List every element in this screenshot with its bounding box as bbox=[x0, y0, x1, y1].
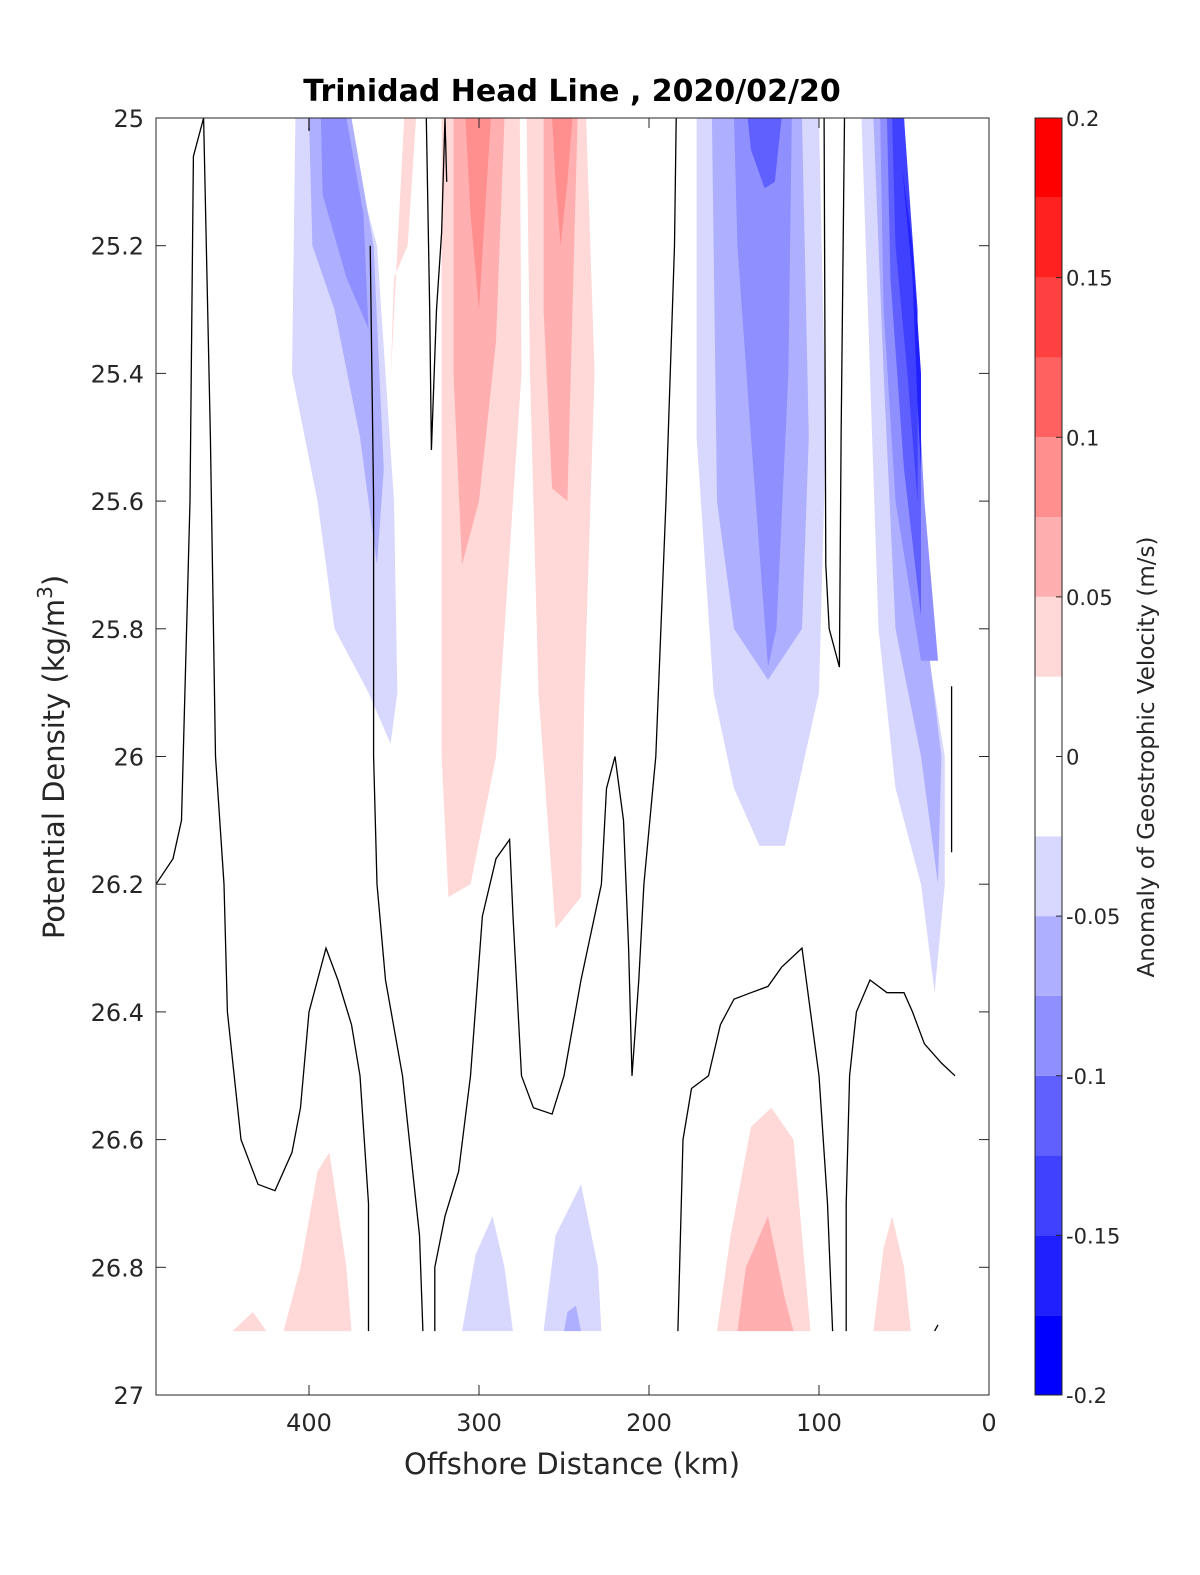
zero-contour-4 bbox=[677, 946, 834, 1332]
colorbar-tick-label: 0.2 bbox=[1066, 107, 1099, 131]
colorbar-band-11 bbox=[1035, 357, 1062, 438]
y-tick-label: 27 bbox=[113, 1382, 144, 1410]
x-axis-label: Offshore Distance (km) bbox=[404, 1447, 740, 1481]
colorbar-band-0 bbox=[1035, 1315, 1062, 1395]
filled-region-25 bbox=[717, 1107, 811, 1332]
x-tick-label: 400 bbox=[286, 1409, 332, 1437]
filled-region-7 bbox=[526, 118, 595, 929]
filled-region-23 bbox=[543, 1184, 602, 1332]
filled-region-2 bbox=[320, 118, 369, 329]
y-tick-label: 26.6 bbox=[91, 1127, 144, 1155]
x-tick-label: 200 bbox=[626, 1409, 672, 1437]
colorbar-tick-label: -0.15 bbox=[1066, 1224, 1120, 1248]
colorbar-band-1 bbox=[1035, 1235, 1062, 1316]
zero-contour-lines bbox=[155, 117, 956, 1332]
colorbar-tick-label: -0.2 bbox=[1066, 1384, 1107, 1408]
filled-region-27 bbox=[873, 1216, 911, 1332]
y-tick-label: 26.4 bbox=[91, 999, 144, 1027]
y-tick-label: 25 bbox=[113, 105, 144, 133]
plot-area bbox=[155, 117, 990, 1396]
y-tick-label: 25.4 bbox=[91, 360, 144, 388]
y-tick-label: 25.2 bbox=[91, 233, 144, 261]
colorbar-band-9 bbox=[1035, 517, 1062, 597]
y-axis-label-main: Potential Density (kg/m bbox=[37, 599, 71, 939]
filled-region-24 bbox=[564, 1305, 581, 1332]
filled-region-18 bbox=[892, 118, 918, 502]
colorbar-bands bbox=[1035, 118, 1062, 1395]
filled-region-21 bbox=[232, 1312, 267, 1332]
y-tick-label: 25.6 bbox=[91, 488, 144, 516]
y-axis-label-close: ) bbox=[37, 575, 71, 586]
y-axis-ticks: 25 25.2 25.4 25.6 25.8 26 26.2 26.4 26.6 26.8 27 bbox=[91, 105, 989, 1410]
filled-region-6 bbox=[465, 118, 491, 310]
y-tick-label: 26 bbox=[113, 744, 144, 772]
colorbar-tick-label: -0.05 bbox=[1066, 905, 1120, 929]
filled-region-5 bbox=[453, 118, 505, 565]
colorbar-tick-label: 0 bbox=[1066, 746, 1079, 770]
colorbar: 0.2 0.15 0.1 0.05 0 -0.05 -0.1 -0.15 -0.2 bbox=[1034, 107, 1120, 1408]
y-tick-label: 26.2 bbox=[91, 871, 144, 899]
filled-region-26 bbox=[737, 1216, 794, 1332]
filled-region-12 bbox=[734, 118, 792, 668]
colorbar-tick-label: 0.1 bbox=[1066, 426, 1099, 450]
x-axis-ticks: 400 300 200 100 0 bbox=[286, 118, 997, 1437]
colorbar-band-5 bbox=[1035, 916, 1062, 996]
y-axis-label: Potential Density (kg/m3) bbox=[33, 575, 71, 939]
filled-contour-regions bbox=[232, 118, 945, 1332]
filled-region-20 bbox=[283, 1152, 352, 1332]
chart-title: Trinidad Head Line , 2020/02/20 bbox=[303, 74, 840, 109]
filled-region-13 bbox=[747, 118, 782, 189]
filled-region-22 bbox=[462, 1216, 513, 1332]
colorbar-band-4 bbox=[1035, 995, 1062, 1076]
x-tick-label: 0 bbox=[981, 1409, 996, 1437]
zero-contour-0 bbox=[155, 117, 370, 1332]
y-axis-label-superscript: 3 bbox=[33, 586, 57, 599]
colorbar-tick-label: 0.15 bbox=[1066, 267, 1113, 291]
zero-contour-6 bbox=[845, 978, 956, 1332]
x-tick-label: 100 bbox=[796, 1409, 842, 1437]
filled-region-19 bbox=[902, 169, 921, 470]
zero-contour-1 bbox=[369, 245, 424, 1332]
filled-region-9 bbox=[552, 118, 573, 246]
y-tick-label: 25.8 bbox=[91, 616, 144, 644]
colorbar-label: Anomaly of Geostrophic Velocity (m/s) bbox=[1134, 537, 1160, 978]
colorbar-tick-label: 0.05 bbox=[1066, 586, 1113, 610]
colorbar-band-8 bbox=[1035, 596, 1062, 677]
colorbar-band-3 bbox=[1035, 1075, 1062, 1156]
filled-region-1 bbox=[309, 118, 384, 565]
filled-region-3 bbox=[390, 118, 417, 380]
colorbar-tick-label: -0.1 bbox=[1066, 1065, 1107, 1089]
zero-contour-3 bbox=[434, 117, 677, 1332]
colorbar-band-12 bbox=[1035, 277, 1062, 358]
colorbar-band-13 bbox=[1035, 197, 1062, 278]
colorbar-band-6 bbox=[1035, 836, 1062, 917]
colorbar-band-14 bbox=[1035, 118, 1062, 198]
colorbar-band-10 bbox=[1035, 437, 1062, 518]
x-tick-label: 300 bbox=[456, 1409, 502, 1437]
colorbar-band-2 bbox=[1035, 1155, 1062, 1236]
filled-region-8 bbox=[543, 118, 578, 502]
colorbar-ticks: 0.2 0.15 0.1 0.05 0 -0.05 -0.1 -0.15 -0.2 bbox=[1056, 107, 1120, 1408]
zero-contour-7 bbox=[934, 1324, 939, 1332]
y-tick-label: 26.8 bbox=[91, 1254, 144, 1282]
zero-contour-5 bbox=[823, 117, 846, 668]
